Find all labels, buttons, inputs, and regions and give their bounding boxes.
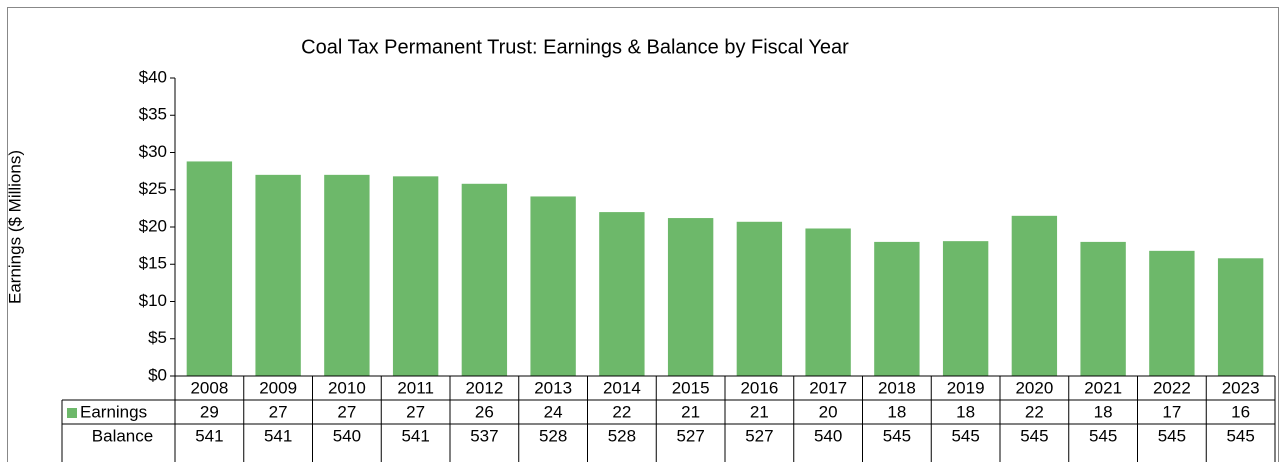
chart-title: Coal Tax Permanent Trust: Earnings & Bal… [301, 36, 849, 58]
table-cell: 545 [1089, 426, 1117, 445]
table-cell: 527 [745, 426, 773, 445]
y-axis-label: Earnings ($ Millions) [5, 150, 24, 304]
bar [805, 228, 851, 376]
legend-label: Balance [92, 426, 153, 445]
x-tick-label: 2018 [878, 378, 916, 397]
table-cell: 540 [814, 426, 842, 445]
table-cell: 27 [269, 402, 288, 421]
bar [942, 241, 989, 376]
y-tick-label: $15 [139, 254, 167, 273]
table-cell: 18 [887, 402, 906, 421]
x-tick-label: 2014 [603, 378, 641, 397]
table-cell: 528 [539, 426, 567, 445]
table-cell: 22 [612, 402, 631, 421]
x-tick-label: 2015 [672, 378, 710, 397]
y-tick-label: $30 [139, 142, 167, 161]
table-cell: 541 [264, 426, 292, 445]
y-tick-label: $10 [139, 291, 167, 310]
x-tick-label: 2020 [1015, 378, 1053, 397]
table-cell: 540 [333, 426, 361, 445]
x-tick-label: 2021 [1084, 378, 1122, 397]
x-tick-label: 2017 [809, 378, 847, 397]
legend-label: Earnings [80, 402, 147, 421]
x-tick-label: 2009 [259, 378, 297, 397]
table-cell: 22 [1025, 402, 1044, 421]
bar [667, 218, 714, 376]
table-cell: 26 [475, 402, 494, 421]
bar [1011, 215, 1058, 376]
table-cell: 21 [681, 402, 700, 421]
table-cell: 20 [819, 402, 838, 421]
x-tick-label: 2022 [1153, 378, 1191, 397]
bar [255, 174, 301, 376]
bar [392, 176, 439, 376]
table-cell: 545 [1020, 426, 1048, 445]
table-cell: 24 [544, 402, 563, 421]
y-tick-label: $0 [148, 365, 167, 384]
table-cell: 18 [956, 402, 975, 421]
table-cell: 541 [195, 426, 223, 445]
table-cell: 545 [951, 426, 979, 445]
bar [324, 174, 370, 376]
x-tick-label: 2013 [534, 378, 572, 397]
x-tick-label: 2023 [1222, 378, 1260, 397]
table-cell: 18 [1094, 402, 1113, 421]
table-cell: 17 [1162, 402, 1181, 421]
table-cell: 527 [676, 426, 704, 445]
bar [736, 221, 783, 376]
table-cell: 21 [750, 402, 769, 421]
x-tick-label: 2010 [328, 378, 366, 397]
table-cell: 27 [337, 402, 356, 421]
y-tick-label: $20 [139, 216, 167, 235]
y-tick-label: $35 [139, 105, 167, 124]
bar [1149, 250, 1195, 376]
table-cell: 545 [1226, 426, 1254, 445]
bar [1080, 241, 1126, 376]
bar [599, 212, 645, 376]
bar [186, 161, 233, 376]
bar [1217, 258, 1264, 376]
y-tick-label: $40 [139, 67, 167, 86]
table-cell: 528 [608, 426, 636, 445]
x-tick-label: 2011 [397, 378, 434, 397]
y-tick-label: $25 [139, 179, 167, 198]
table-cell: 545 [883, 426, 911, 445]
bar [530, 196, 576, 376]
table-cell: 29 [200, 402, 219, 421]
x-tick-label: 2012 [465, 378, 503, 397]
table-cell: 27 [406, 402, 425, 421]
table-cell: 545 [1158, 426, 1186, 445]
bar [874, 241, 920, 376]
y-tick-label: $5 [148, 328, 167, 347]
x-tick-label: 2008 [190, 378, 228, 397]
legend-key [67, 408, 77, 418]
table-cell: 16 [1231, 402, 1250, 421]
table-cell: 537 [470, 426, 498, 445]
table-cell: 541 [401, 426, 429, 445]
x-tick-label: 2016 [740, 378, 778, 397]
bar [461, 183, 508, 376]
x-tick-label: 2019 [947, 378, 985, 397]
